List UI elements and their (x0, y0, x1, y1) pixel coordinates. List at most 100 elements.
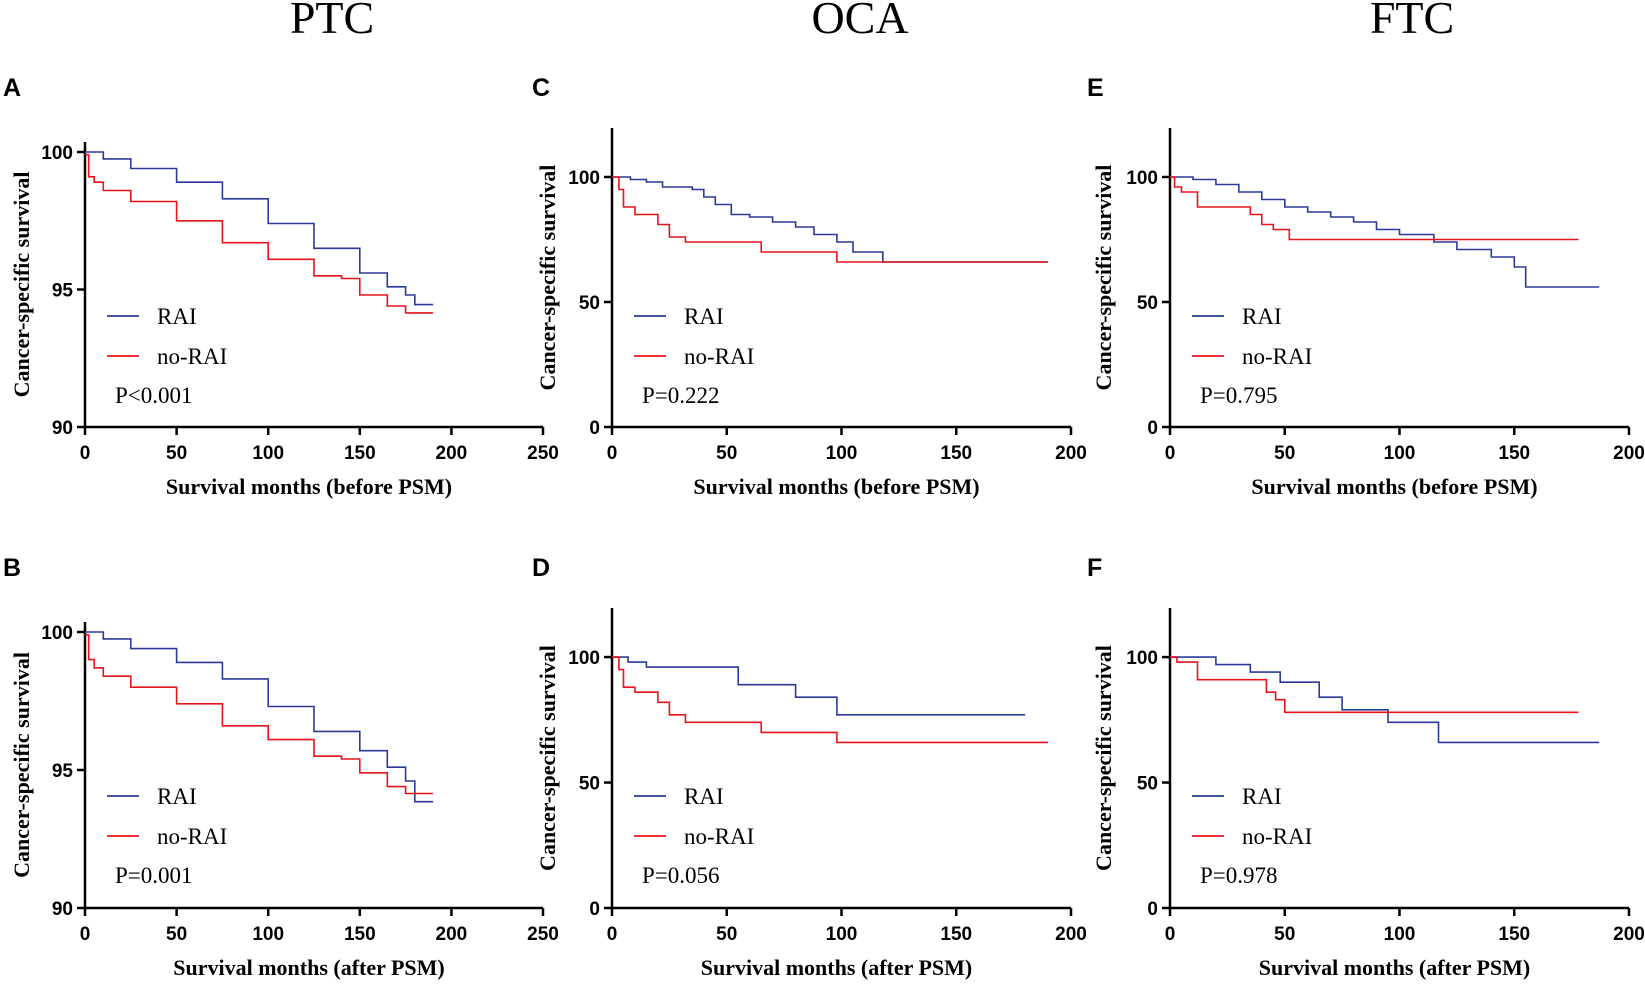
column-titles: PTC OCA FTC (290, 0, 1454, 43)
x-tick-label: 250 (527, 443, 559, 464)
panel-letter: E (1087, 74, 1104, 102)
legend-label-rai: RAI (684, 784, 724, 809)
x-tick-label: 200 (1055, 924, 1087, 945)
panel-a: A 90 95 100 0 50 100 150 200 250 Survival months (… (3, 74, 559, 499)
x-axis-title: Survival months (before PSM) (693, 474, 979, 499)
x-tick-label: 100 (1384, 443, 1416, 464)
x-axis-title: Survival months (after PSM) (701, 955, 973, 980)
y-axis-title: Cancer-specific survival (1091, 165, 1116, 391)
y-tick-label: 95 (52, 761, 74, 782)
x-tick-label: 150 (344, 443, 376, 464)
x-tick-label: 0 (607, 924, 618, 945)
column-title-oca: OCA (811, 0, 908, 43)
legend-label-no-rai: no-RAI (1242, 824, 1312, 849)
legend-label-no-rai: no-RAI (157, 824, 227, 849)
series-line-no-rai (85, 153, 434, 314)
panel-e: E 0 50 100 0 50 100 150 200 Survival months (befo… (1087, 74, 1645, 499)
x-tick-label: 150 (344, 924, 376, 945)
y-tick-label: 0 (589, 899, 600, 920)
y-tick-label: 0 (589, 418, 600, 439)
p-value: P=0.056 (642, 863, 720, 888)
x-tick-label: 150 (940, 924, 972, 945)
legend-label-rai: RAI (1242, 304, 1282, 329)
column-title-ptc: PTC (290, 0, 374, 43)
x-tick-label: 0 (80, 443, 91, 464)
x-tick-label: 200 (436, 443, 468, 464)
y-axis-title: Cancer-specific survival (1091, 645, 1116, 871)
panel-d: D 0 50 100 0 50 100 150 200 Survival months (afte… (532, 554, 1087, 980)
x-tick-label: 200 (1613, 924, 1645, 945)
x-axis-title: Survival months (before PSM) (166, 474, 452, 499)
x-tick-label: 0 (1165, 924, 1176, 945)
legend-label-rai: RAI (157, 304, 197, 329)
y-tick-label: 100 (568, 168, 600, 189)
x-axis-title: Survival months (after PSM) (173, 955, 445, 980)
x-tick-label: 50 (716, 924, 737, 945)
y-tick-label: 50 (1137, 293, 1158, 314)
p-value: P=0.222 (642, 383, 720, 408)
panel-letter: C (532, 74, 550, 102)
series-line-no-rai (85, 634, 434, 795)
series-line-rai (1170, 176, 1600, 288)
series-line-rai (85, 631, 434, 803)
x-tick-label: 0 (80, 924, 91, 945)
panel-letter: B (3, 554, 21, 582)
x-tick-label: 200 (1055, 443, 1087, 464)
x-tick-label: 150 (1498, 924, 1530, 945)
y-axis-title: Cancer-specific survival (535, 645, 560, 871)
x-tick-label: 150 (940, 443, 972, 464)
legend-label-rai: RAI (684, 304, 724, 329)
series-line-rai (1170, 656, 1600, 744)
legend-label-no-rai: no-RAI (684, 344, 754, 369)
y-tick-label: 50 (579, 774, 600, 795)
series-line-rai (85, 151, 434, 306)
y-tick-label: 90 (52, 418, 73, 439)
p-value: P=0.001 (115, 863, 193, 888)
x-tick-label: 100 (1384, 924, 1416, 945)
panel-letter: F (1087, 554, 1102, 582)
x-tick-label: 100 (826, 924, 858, 945)
x-tick-label: 200 (436, 924, 468, 945)
y-tick-label: 50 (579, 293, 600, 314)
x-tick-label: 100 (252, 443, 284, 464)
series-line-no-rai (612, 176, 1048, 263)
x-tick-label: 200 (1613, 443, 1645, 464)
x-tick-label: 100 (826, 443, 858, 464)
panel-f: F 0 50 100 0 50 100 150 200 Survival months (afte… (1087, 554, 1645, 980)
panel-letter: A (3, 74, 21, 102)
series-line-no-rai (612, 656, 1048, 744)
x-tick-label: 50 (716, 443, 737, 464)
column-title-ftc: FTC (1370, 0, 1454, 43)
y-tick-label: 0 (1147, 418, 1158, 439)
legend-label-no-rai: no-RAI (1242, 344, 1312, 369)
x-tick-label: 250 (527, 924, 559, 945)
chart-panels: A 90 95 100 0 50 100 150 200 250 Survival months (… (3, 74, 1645, 980)
x-tick-label: 100 (252, 924, 284, 945)
legend-label-rai: RAI (157, 784, 197, 809)
y-axis-title: Cancer-specific survival (535, 165, 560, 391)
y-tick-label: 100 (41, 623, 73, 644)
y-axis-title: Cancer-specific survival (9, 652, 34, 878)
panel-b: B 90 95 100 0 50 100 150 200 250 Survival months (… (3, 554, 559, 980)
x-axis-title: Survival months (after PSM) (1259, 955, 1531, 980)
series-line-rai (612, 176, 1048, 263)
x-tick-label: 50 (166, 443, 187, 464)
y-tick-label: 100 (1126, 648, 1158, 669)
legend-label-no-rai: no-RAI (157, 344, 227, 369)
panel-c: C 0 50 100 0 50 100 150 200 Survival months (befo… (532, 74, 1087, 499)
x-tick-label: 150 (1498, 443, 1530, 464)
legend-label-no-rai: no-RAI (684, 824, 754, 849)
x-tick-label: 50 (1274, 924, 1295, 945)
y-axis-title: Cancer-specific survival (9, 172, 34, 398)
series-line-no-rai (1170, 176, 1579, 241)
y-tick-label: 50 (1137, 774, 1158, 795)
x-tick-label: 0 (607, 443, 618, 464)
x-tick-label: 50 (166, 924, 187, 945)
x-tick-label: 0 (1165, 443, 1176, 464)
y-tick-label: 100 (1126, 168, 1158, 189)
p-value: P=0.978 (1200, 863, 1278, 888)
series-line-rai (612, 656, 1026, 716)
x-axis-title: Survival months (before PSM) (1251, 474, 1537, 499)
y-tick-label: 95 (52, 281, 74, 302)
